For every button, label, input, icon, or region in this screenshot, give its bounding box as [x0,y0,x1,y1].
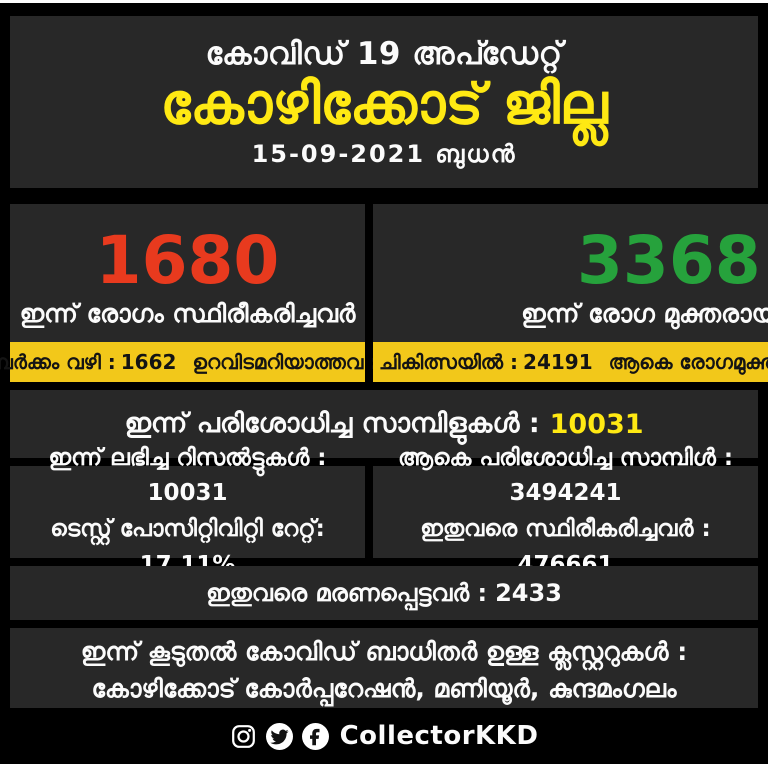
poster-content: കോവിഡ് 19 അപ്ഡേറ്റ് കോഴിക്കോട് ജില്ല 15-… [0,3,768,712]
separator [10,558,758,566]
poster-title: കോഴിക്കോട് ജില്ല [160,72,608,138]
results-row: ഇന്ന് ലഭിച്ച റിസൽട്ടുകൾ : 10031 ടെസ്റ്റ്… [10,445,758,578]
total-samples-line: ആകെ പരിശോധിച്ച സാമ്പിൾ : 3494241 [397,444,734,507]
results-today-line: ഇന്ന് ലഭിച്ച റിസൽട്ടുകൾ : 10031 [48,444,327,507]
clusters-heading: ഇന്ന് കൂടുതൽ കോവിഡ് ബാധിതർ ഉള്ള ക്ലസ്റ്റ… [80,636,688,666]
deaths-band: ഇതുവരെ മരണപ്പെട്ടവർ : 2433 [10,566,758,620]
cumulative-totals-box: ആകെ പരിശോധിച്ച സാമ്പിൾ : 3494241 ഇതുവരെ … [373,445,758,578]
results-today-box: ഇന്ന് ലഭിച്ച റിസൽട്ടുകൾ : 10031 ടെസ്റ്റ്… [10,445,365,578]
recovered-today-value: 3368 [576,222,761,299]
contact-cases: സമ്പർക്കം വഴി : 1662 [0,350,176,374]
contact-cases-value: 1662 [120,350,177,374]
facebook-icon [301,722,329,750]
confirmed-today-value: 1680 [95,222,280,299]
poster-date: 15-09-2021 ബുധൻ [251,139,517,168]
recovered-breakdown-strip: ചികിത്സയിൽ : 24191 ആകെ രോഗമുക്തരായവർ : 4… [373,342,768,382]
recovered-today-label: ഇന്ന് രോഗ മുക്തരായവർ [521,299,768,329]
social-handle: CollectorKKD [339,721,539,751]
header-panel: കോവിഡ് 19 അപ്ഡേറ്റ് കോഴിക്കോട് ജില്ല 15-… [10,16,758,188]
separator [10,620,758,628]
under-treatment: ചികിത്സയിൽ : 24191 [379,350,593,374]
recovered-today-box: 3368 ഇന്ന് രോഗ മുക്തരായവർ ചികിത്സയിൽ : 2… [373,204,768,382]
stats-row: 1680 ഇന്ന് രോഗം സ്ഥിരീകരിച്ചവർ സമ്പർക്കം… [0,204,768,382]
confirmed-today-label: ഇന്ന് രോഗം സ്ഥിരീകരിച്ചവർ [19,299,356,329]
samples-today-label: ഇന്ന് പരിശോധിച്ച സാമ്പിളുകൾ : [124,408,540,439]
under-treatment-label: ചികിത്സയിൽ : [379,350,519,374]
top-edge-strip [0,0,768,3]
footer: CollectorKKD [0,708,768,764]
confirmed-today-box: 1680 ഇന്ന് രോഗം സ്ഥിരീകരിച്ചവർ സമ്പർക്കം… [0,204,411,382]
separator [10,188,758,204]
unknown-source-label: ഉറവിടമറിയാത്തവ : [192,350,379,374]
twitter-icon [265,722,293,750]
contact-cases-label: സമ്പർക്കം വഴി : [0,350,116,374]
under-treatment-value: 24191 [523,350,593,374]
samples-today-value: 10031 [549,408,644,440]
clusters-panel: ഇന്ന് കൂടുതൽ കോവിഡ് ബാധിതർ ഉള്ള ക്ലസ്റ്റ… [10,628,758,712]
instagram-icon [231,724,255,748]
confirmed-breakdown-strip: സമ്പർക്കം വഴി : 1662 ഉറവിടമറിയാത്തവ : 12 [0,342,411,382]
separator [10,382,758,390]
deaths-label: ഇതുവരെ മരണപ്പെട്ടവർ : [206,579,488,607]
samples-today-band: ഇന്ന് പരിശോധിച്ച സാമ്പിളുകൾ : 10031 [10,390,758,458]
social-row: CollectorKKD [230,721,539,751]
poster-subtitle: കോവിഡ് 19 അപ്ഡേറ്റ് [205,36,563,73]
total-recovered-label: ആകെ രോഗമുക്തരായവർ : [608,350,768,374]
deaths-value: 2433 [495,579,562,607]
total-recovered: ആകെ രോഗമുക്തരായവർ : 450037 [609,350,768,374]
clusters-list: കോഴിക്കോട് കോർപ്പറേഷൻ, മണിയൂർ, കുന്ദമംഗല… [91,674,677,703]
